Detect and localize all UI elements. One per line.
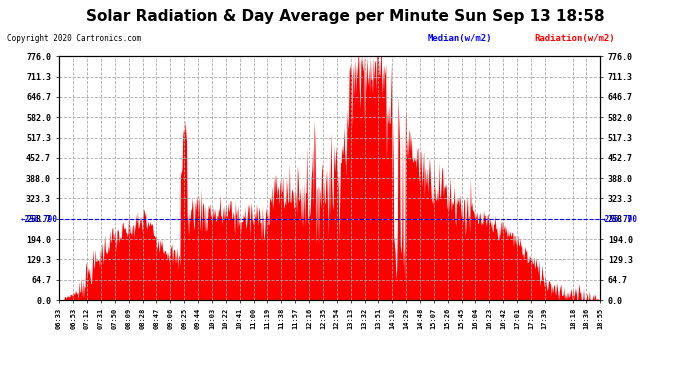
- Text: Median(w/m2): Median(w/m2): [428, 34, 492, 43]
- Text: ←256.790: ←256.790: [21, 215, 58, 224]
- Text: →256.790: →256.790: [601, 215, 638, 224]
- Text: Copyright 2020 Cartronics.com: Copyright 2020 Cartronics.com: [7, 34, 141, 43]
- Text: Radiation(w/m2): Radiation(w/m2): [535, 34, 615, 43]
- Text: Solar Radiation & Day Average per Minute Sun Sep 13 18:58: Solar Radiation & Day Average per Minute…: [86, 9, 604, 24]
